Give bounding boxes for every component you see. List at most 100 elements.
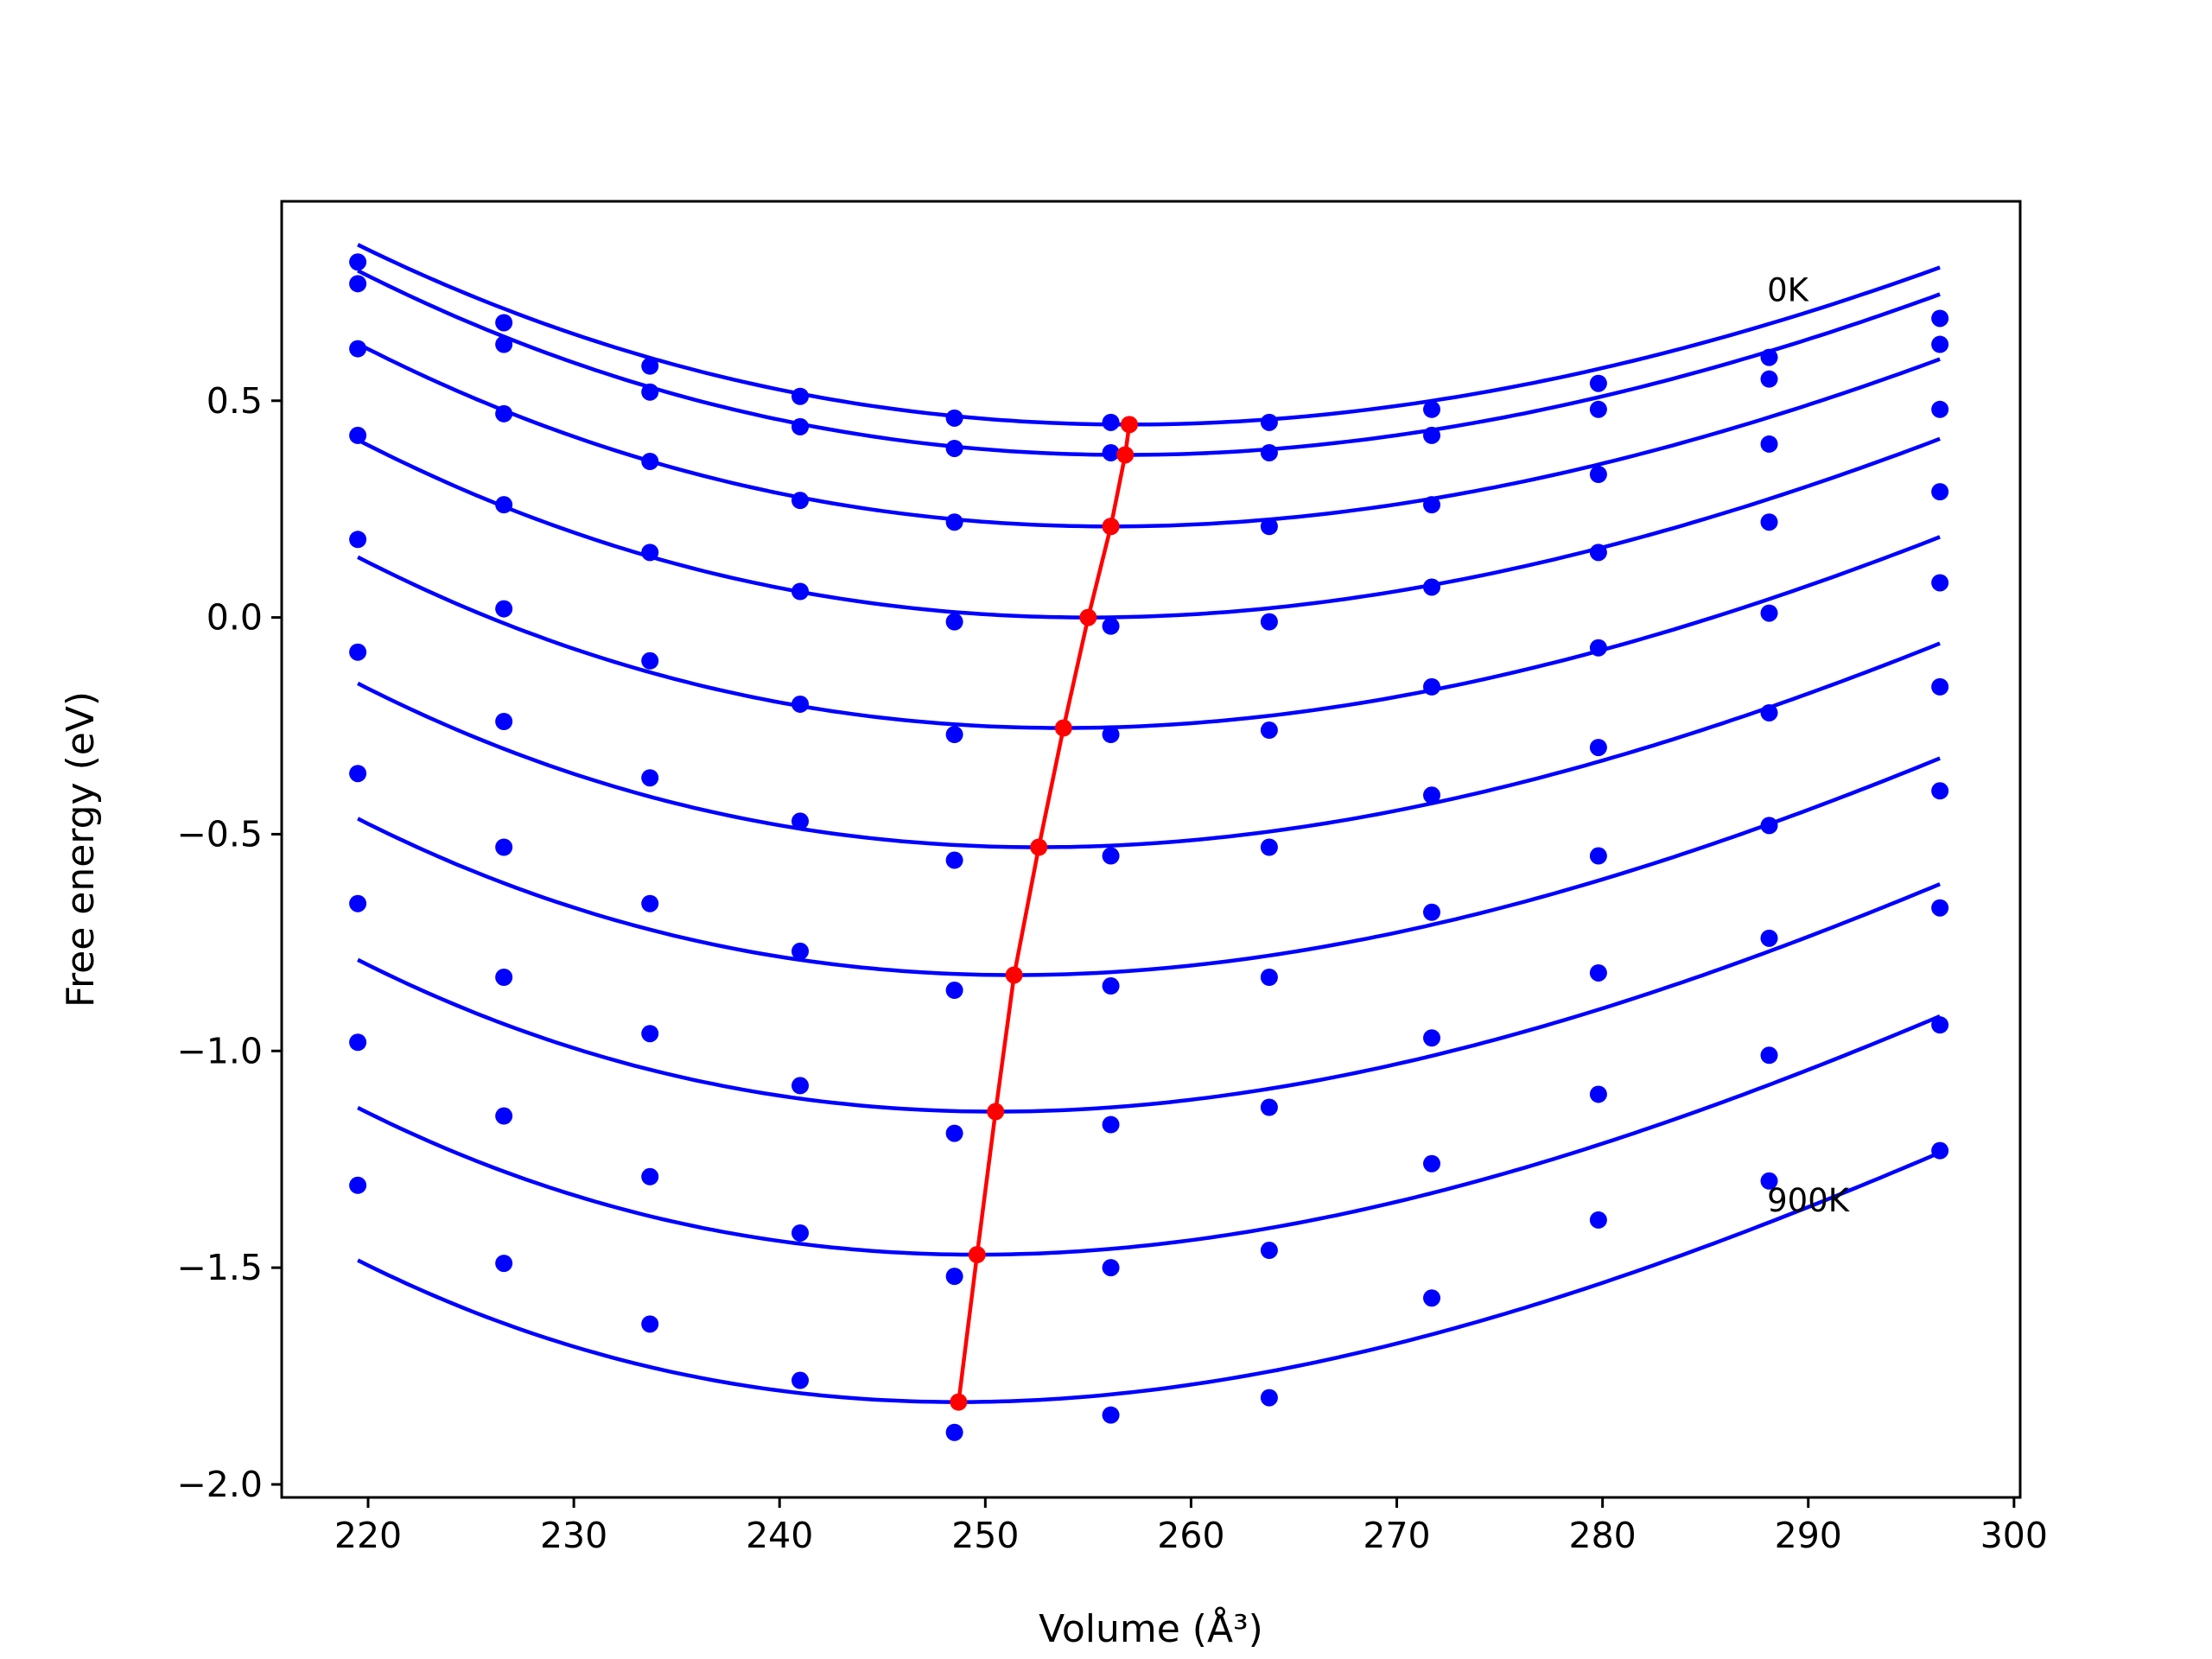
data-point <box>1931 483 1949 501</box>
isotherm-series <box>349 756 1949 1000</box>
data-point <box>495 496 513 514</box>
isotherm-series <box>349 882 1949 1142</box>
minima-series <box>950 416 1138 1411</box>
x-tick-label: 290 <box>1775 1515 1842 1556</box>
data-point <box>495 314 513 332</box>
annotations: 0K 900K <box>1767 271 1851 1219</box>
data-point <box>1102 1406 1120 1424</box>
x-tick-label: 300 <box>1980 1515 2048 1556</box>
data-point <box>495 600 513 618</box>
data-point <box>349 340 367 358</box>
data-point <box>1589 374 1607 392</box>
data-point <box>1260 413 1278 431</box>
data-point <box>1102 847 1120 865</box>
fit-curve <box>357 641 1941 849</box>
data-point <box>641 894 659 912</box>
data-point <box>791 1371 810 1389</box>
y-tick-label: 0.5 <box>207 380 263 422</box>
data-point <box>1102 977 1120 995</box>
data-point <box>1931 1016 1949 1034</box>
minimum-point <box>1005 966 1023 984</box>
y-tick-label: −2.0 <box>176 1464 263 1505</box>
data-point <box>1760 370 1778 388</box>
isotherm-series <box>349 426 1949 635</box>
data-point <box>1423 400 1441 418</box>
fit-curve <box>357 535 1941 730</box>
data-point <box>1423 1154 1441 1173</box>
data-point <box>349 275 367 293</box>
data-point <box>945 409 963 427</box>
data-point <box>349 531 367 549</box>
data-point <box>1760 817 1778 835</box>
data-point <box>1931 400 1949 418</box>
data-point <box>1760 1046 1778 1065</box>
data-point <box>641 1315 659 1333</box>
data-point <box>791 582 810 601</box>
data-point <box>349 1176 367 1194</box>
x-tick-label: 240 <box>746 1515 813 1556</box>
data-point <box>1423 903 1441 921</box>
data-point <box>1423 677 1441 696</box>
minimum-point <box>968 1246 986 1264</box>
minima-line <box>957 424 1132 1402</box>
data-point <box>1931 1141 1949 1160</box>
data-point <box>791 417 810 435</box>
data-point <box>1589 543 1607 562</box>
data-point <box>641 769 659 787</box>
data-point <box>641 453 659 471</box>
data-point <box>1260 518 1278 536</box>
y-axis-ticks: 0.5 0.0 −0.5 −1.0 −1.5 −2.0 <box>176 380 282 1505</box>
data-point <box>945 613 963 631</box>
data-point <box>1260 721 1278 740</box>
data-point <box>1260 443 1278 461</box>
data-point <box>1102 413 1120 431</box>
data-point <box>791 492 810 510</box>
minimum-point <box>1120 416 1138 434</box>
fit-curve <box>357 341 1941 529</box>
data-point <box>1760 604 1778 622</box>
minimum-point <box>1030 838 1048 856</box>
isotherm-series <box>349 1014 1949 1286</box>
data-point <box>1423 1289 1441 1307</box>
data-point <box>1760 703 1778 721</box>
data-point <box>1589 739 1607 757</box>
x-tick-label: 260 <box>1157 1515 1224 1556</box>
data-point <box>1102 443 1120 461</box>
data-point <box>349 643 367 661</box>
data-point <box>945 982 963 1000</box>
data-point <box>1260 1098 1278 1116</box>
data-point <box>641 357 659 375</box>
isotherm-series <box>349 269 1949 461</box>
data-point <box>495 838 513 856</box>
plot-frame <box>280 200 2022 1499</box>
data-point <box>1423 496 1441 514</box>
fit-curve <box>357 1150 1941 1404</box>
y-axis-label: Free energy (eV) <box>59 691 103 1007</box>
data-point <box>1760 929 1778 947</box>
data-point <box>1931 309 1949 327</box>
data-point <box>1260 968 1278 986</box>
y-tick-label: −1.0 <box>176 1030 263 1071</box>
temperature-annotation: 900K <box>1767 1182 1851 1219</box>
data-point <box>945 1124 963 1142</box>
fit-curve <box>357 243 1941 427</box>
data-point <box>1102 1116 1120 1134</box>
data-point <box>945 851 963 869</box>
data-point <box>349 253 367 271</box>
x-tick-label: 230 <box>540 1515 607 1556</box>
data-point <box>495 1255 513 1273</box>
fit-curve <box>357 269 1941 457</box>
y-tick-label: 0.0 <box>207 597 263 639</box>
temperature-annotation: 0K <box>1767 271 1810 308</box>
data-point <box>1260 613 1278 631</box>
data-point <box>349 894 367 912</box>
data-point <box>1589 847 1607 865</box>
data-point <box>1423 426 1441 444</box>
data-point <box>641 383 659 401</box>
data-point <box>945 1423 963 1441</box>
data-point <box>495 968 513 986</box>
data-point <box>1760 435 1778 453</box>
data-point <box>495 1107 513 1125</box>
